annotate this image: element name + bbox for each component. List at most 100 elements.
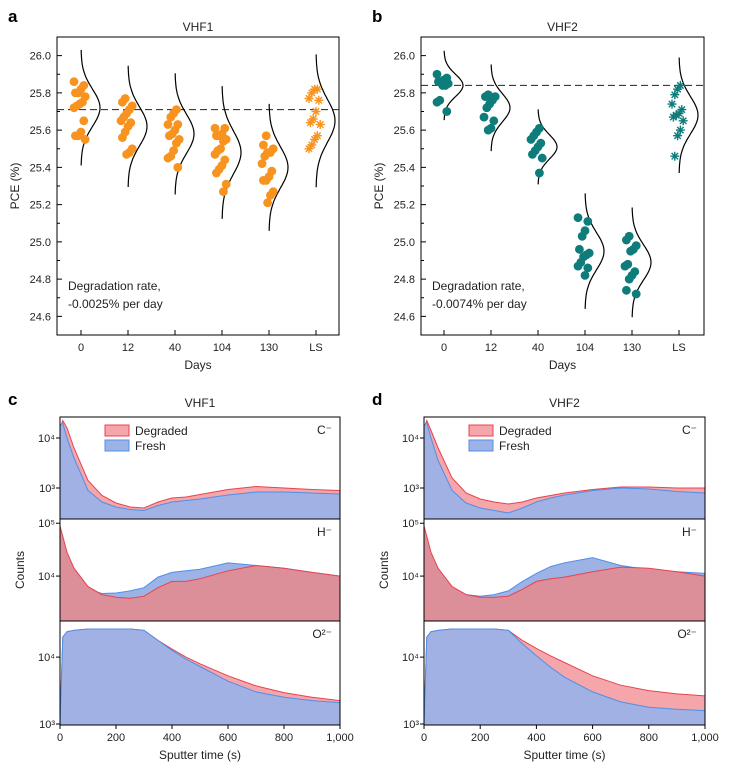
panel-label: b — [372, 7, 382, 26]
data-point — [118, 97, 127, 107]
area-degraded — [60, 525, 340, 621]
data-point-asterisk — [304, 94, 314, 103]
subplot-frame — [59, 620, 341, 726]
data-point — [71, 88, 80, 98]
legend-label-fresh: Fresh — [499, 439, 530, 453]
y-tick-label: 25.0 — [30, 237, 51, 249]
data-point-asterisk — [307, 88, 317, 98]
subplot-c-ion: 10⁴ 10³ C⁻ — [38, 416, 341, 520]
subplot-o-ion: 10⁴ 10³ O²⁻ — [38, 620, 341, 731]
legend-label-degraded: Degraded — [135, 424, 188, 438]
data-point — [263, 198, 272, 208]
panel-c: c VHF1 10⁴ 10³ C⁻ 10⁵ 10⁴ H⁻ 10⁴ 10³ O²⁻ 0 200 400 600… — [8, 390, 354, 762]
legend-swatch-fresh — [468, 439, 494, 452]
x-tick-label: 40 — [169, 342, 181, 354]
data-point — [261, 131, 271, 141]
y-axis-label: PCE (%) — [372, 163, 386, 210]
panel-label: c — [8, 390, 17, 409]
x-tick-label: 0 — [441, 342, 447, 354]
data-point-asterisk — [670, 151, 680, 161]
chart-title: VHF1 — [183, 20, 214, 34]
x-tick-label: 0 — [78, 342, 84, 354]
data-point — [266, 190, 275, 200]
y-tick-label: 26.0 — [394, 51, 415, 63]
ion-label: C⁻ — [682, 423, 697, 437]
data-point — [69, 77, 79, 87]
data-point-asterisk — [315, 120, 325, 129]
data-point — [69, 103, 79, 113]
subplot-frame — [423, 620, 706, 726]
data-point — [71, 131, 80, 141]
data-point — [259, 140, 268, 150]
x-axis-label: Sputter time (s) — [159, 748, 241, 762]
legend-label-degraded: Degraded — [499, 424, 552, 438]
data-point — [257, 159, 267, 169]
y-tick-label: 10³ — [403, 483, 419, 495]
data-point — [165, 131, 174, 141]
data-point-asterisk — [673, 131, 683, 141]
subplot-h-ion: 10⁵ 10⁴ H⁻ — [38, 518, 341, 622]
y-axis-label: Counts — [13, 551, 27, 589]
data-point — [260, 151, 270, 161]
data-point-asterisk — [304, 144, 314, 154]
distribution-curve — [174, 73, 195, 195]
data-point — [259, 176, 268, 185]
data-point-asterisk — [307, 140, 317, 150]
x-tick-label: 800 — [640, 732, 658, 744]
data-point — [210, 149, 220, 159]
line-degraded — [59, 525, 341, 599]
x-tick-label: 0 — [421, 732, 427, 744]
ion-label: C⁻ — [317, 423, 332, 437]
y-tick-label: 10⁴ — [38, 652, 55, 664]
data-point — [577, 231, 587, 241]
y-tick-label: 25.8 — [394, 88, 415, 100]
data-point — [489, 116, 499, 126]
data-point-asterisk — [668, 112, 678, 122]
line-fresh — [423, 422, 706, 514]
data-point — [580, 271, 590, 280]
y-tick-label: 10⁴ — [38, 571, 55, 583]
x-axis-label: Days — [184, 358, 211, 372]
data-point — [438, 81, 447, 90]
x-tick-label: 130 — [260, 342, 278, 354]
data-point-asterisk — [312, 131, 322, 141]
x-tick-label: LS — [672, 342, 685, 354]
data-point — [79, 116, 89, 126]
data-point — [210, 123, 220, 133]
data-point-asterisk — [314, 95, 324, 105]
y-tick-label: 10⁵ — [38, 518, 55, 530]
data-point — [573, 213, 583, 223]
ion-label: O²⁻ — [677, 627, 697, 641]
degradation-rate-label: Degradation rate, — [68, 279, 161, 293]
data-point — [575, 244, 584, 254]
line-degraded — [423, 419, 705, 505]
ion-label: H⁻ — [317, 525, 332, 539]
panel-d: d VHF2 10⁴ 10³ C⁻ 10⁵ 10⁴ H⁻ 10⁴ 10³ O²⁻ 0 200 400 600… — [372, 390, 719, 762]
line-degraded — [59, 419, 341, 509]
data-point — [173, 162, 183, 172]
y-tick-label: 25.8 — [30, 88, 51, 100]
y-tick-label: 25.2 — [394, 200, 415, 212]
data-point-asterisk — [667, 99, 677, 109]
x-tick-label: 1,000 — [326, 732, 354, 744]
data-point-asterisk — [675, 80, 685, 90]
area-fresh — [424, 423, 705, 519]
distribution-curve — [127, 65, 148, 187]
y-tick-label: 24.8 — [30, 274, 51, 286]
data-point-asterisk — [677, 105, 687, 115]
x-tick-label: 40 — [532, 342, 544, 354]
y-tick-label: 25.4 — [394, 162, 415, 174]
data-point — [481, 92, 490, 101]
y-tick-label: 10⁴ — [402, 652, 419, 664]
data-point — [479, 112, 489, 122]
x-tick-label: 104 — [213, 342, 231, 354]
legend-swatch-degraded — [104, 424, 130, 437]
x-tick-label: 12 — [485, 342, 497, 354]
y-tick-label: 24.6 — [30, 311, 51, 323]
data-point — [526, 135, 536, 144]
distribution-curve — [631, 207, 652, 318]
y-tick-label: 25.6 — [30, 125, 51, 137]
data-point — [620, 261, 630, 271]
x-tick-label: 0 — [57, 732, 63, 744]
